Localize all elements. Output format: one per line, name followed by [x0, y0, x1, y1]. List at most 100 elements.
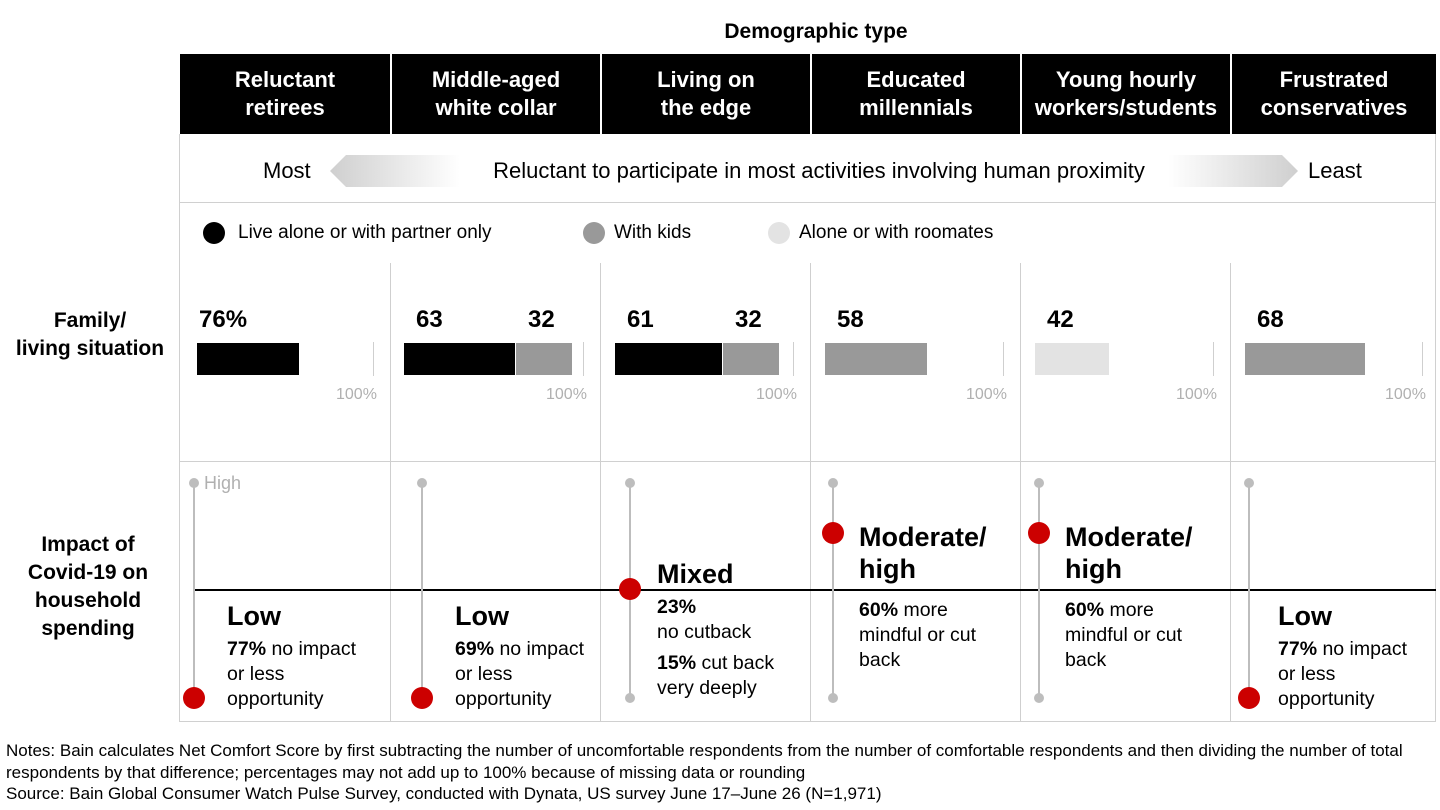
- frame-bottom-line: [179, 721, 1436, 722]
- bar-segment: [1035, 343, 1109, 375]
- impact-stat: 15%: [657, 652, 697, 674]
- segment-header: Middle-aged white collar: [431, 67, 561, 120]
- impact-level-marker: [183, 687, 205, 709]
- impact-scale-top-dot: [417, 478, 427, 488]
- high-label: High: [204, 473, 242, 493]
- bar-value-label: 32: [735, 306, 762, 333]
- column-divider: [1020, 263, 1021, 721]
- segment-header: Educated millennials: [859, 67, 973, 120]
- impact-secondary: 15% cut back very deeply: [657, 651, 807, 701]
- bar-segment: [615, 343, 722, 375]
- footnotes: Notes: Bain calculates Net Comfort Score…: [6, 740, 1426, 805]
- impact-scale-stem: [1248, 483, 1250, 698]
- bar-value-label: 42: [1047, 306, 1074, 333]
- legend-label: Alone or with roomates: [799, 222, 994, 243]
- bar-value-label: 61: [627, 306, 654, 333]
- bar-value-label: 76%: [199, 306, 248, 333]
- impact-description: 23% no cutback 15% cut back very deeply: [657, 595, 807, 701]
- impact-text: more mindful or cut back: [859, 599, 977, 671]
- impact-scale-stem: [832, 483, 834, 698]
- impact-scale-top-dot: [625, 478, 635, 488]
- hundred-percent-label: 100%: [756, 386, 797, 403]
- impact-scale-top-dot: [828, 478, 838, 488]
- bar-segment: [516, 343, 572, 375]
- proximity-arrow: [330, 155, 1298, 187]
- impact-scale-stem: [1038, 483, 1040, 698]
- impact-stat: 69%: [455, 638, 495, 660]
- impact-level-marker: [1028, 522, 1050, 544]
- segment-header: Reluctant retirees: [234, 67, 336, 120]
- hundred-reference-tick: [1003, 342, 1004, 376]
- header-divider: [600, 54, 602, 134]
- impact-level-marker: [1238, 687, 1260, 709]
- hundred-percent-label: 100%: [546, 386, 587, 403]
- impact-scale-top-dot: [1244, 478, 1254, 488]
- bar-value-label: 32: [528, 306, 555, 333]
- impact-text: cut back very deeply: [657, 652, 775, 699]
- column-divider: [810, 263, 811, 721]
- impact-stat: 77%: [1278, 638, 1318, 660]
- family-row-label: Family/ living situation: [15, 309, 165, 360]
- impact-stat: 60%: [859, 599, 899, 621]
- impact-description: 77% no impact or less opportunity: [1278, 637, 1428, 712]
- bar-value-label: 63: [416, 306, 443, 333]
- hundred-percent-label: 100%: [1176, 386, 1217, 403]
- impact-scale-top-dot: [1034, 478, 1044, 488]
- segment-header: Young hourly workers/students: [1034, 67, 1218, 120]
- bar-segment: [723, 343, 779, 375]
- impact-scale-top-dot: [189, 478, 199, 488]
- hundred-reference-tick: [793, 342, 794, 376]
- impact-scale-stem: [421, 483, 423, 698]
- legend-swatch-roommates: [768, 222, 790, 244]
- impact-scale-bottom-dot: [625, 693, 635, 703]
- bar-segment: [197, 343, 299, 375]
- segment-header: Living on the edge: [657, 67, 755, 120]
- hundred-reference-tick: [373, 342, 374, 376]
- column-divider: [390, 263, 391, 721]
- impact-level-marker: [619, 578, 641, 600]
- legend-label: With kids: [614, 222, 692, 243]
- impact-scale-stem: [193, 483, 195, 698]
- source-text: Source: Bain Global Consumer Watch Pulse…: [6, 784, 882, 803]
- impact-level-label: Moderate/ high: [859, 522, 987, 584]
- hundred-reference-tick: [1213, 342, 1214, 376]
- hundred-percent-label: 100%: [966, 386, 1007, 403]
- legend-swatch-with-kids: [583, 222, 605, 244]
- impact-level-label: Low: [1278, 601, 1332, 631]
- impact-text: no cutback: [657, 621, 752, 643]
- impact-description: 60% more mindful or cut back: [859, 598, 1009, 673]
- bar-segment: [1245, 343, 1365, 375]
- impact-level-marker: [822, 522, 844, 544]
- impact-level-label: Low: [455, 601, 509, 631]
- bar-value-label: 58: [837, 306, 864, 333]
- impact-stat: 23%: [657, 596, 697, 618]
- impact-text: no impact or less opportunity: [1278, 638, 1407, 710]
- frame-left-line: [179, 134, 180, 722]
- family-row-divider: [179, 461, 1436, 462]
- impact-description: 60% more mindful or cut back: [1065, 598, 1215, 673]
- column-divider: [600, 263, 601, 721]
- bar-segment: [404, 343, 515, 375]
- impact-stat: 77%: [227, 638, 267, 660]
- hundred-percent-label: 100%: [336, 386, 377, 403]
- header-divider: [1230, 54, 1232, 134]
- header-divider: [390, 54, 392, 134]
- impact-level-label: Low: [227, 601, 281, 631]
- scale-center-label: Reluctant to participate in most activit…: [493, 158, 1145, 183]
- frame-right-line: [1435, 134, 1436, 722]
- impact-level-marker: [411, 687, 433, 709]
- impact-level-label: Mixed: [657, 559, 734, 589]
- chart-title: Demographic type: [724, 20, 908, 43]
- impact-baseline: [193, 589, 1436, 591]
- header-divider: [810, 54, 812, 134]
- legend-label: Live alone or with partner only: [238, 222, 492, 243]
- impact-text: more mindful or cut back: [1065, 599, 1183, 671]
- impact-description: 77% no impact or less opportunity: [227, 637, 367, 712]
- scale-least-label: Least: [1308, 158, 1362, 183]
- arrow-row-divider: [179, 202, 1436, 203]
- impact-text: no impact or less opportunity: [227, 638, 356, 710]
- bar-value-label: 68: [1257, 306, 1284, 333]
- impact-row-label: Impact of Covid-19 on household spending: [27, 533, 149, 640]
- impact-level-label: Moderate/ high: [1065, 522, 1193, 584]
- notes-text: Notes: Bain calculates Net Comfort Score…: [6, 741, 1403, 782]
